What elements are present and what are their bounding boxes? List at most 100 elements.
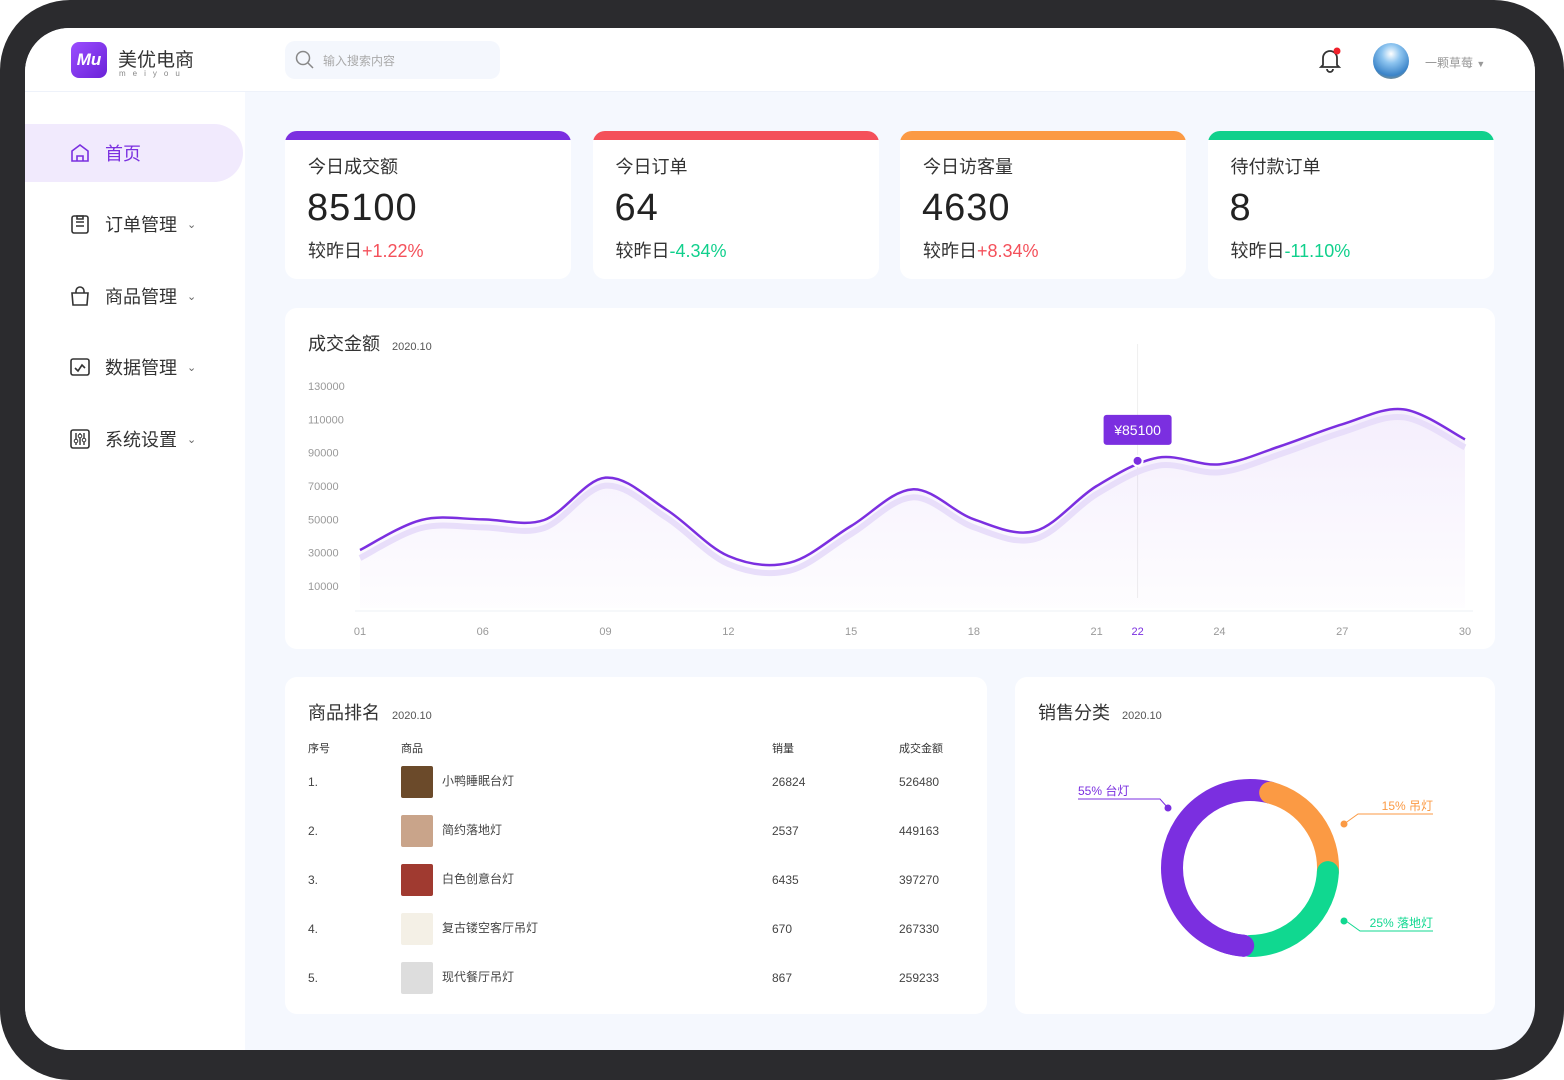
label-leader-line	[1343, 813, 1433, 825]
product-cell: 现代餐厅吊灯	[401, 953, 772, 1002]
sidebar-item-label: 订单管理	[105, 215, 177, 235]
sidebar: 首页 订单管理 ⌄ 商品管理 ⌄ 数据管理 ⌄ 系统设置 ⌄	[25, 92, 245, 1050]
sliders-icon	[70, 429, 90, 449]
table-row[interactable]: 5. 现代餐厅吊灯 867 259233	[308, 953, 943, 1002]
panel-date: 2020.10	[1122, 710, 1162, 722]
stat-accent-bar	[592, 131, 879, 140]
y-tick-label: 30000	[308, 548, 339, 560]
user-name: 一颗草莓	[1425, 56, 1474, 70]
compare-label: 较昨日	[615, 241, 670, 261]
tooltip-value: ¥85100	[1113, 422, 1161, 438]
sidebar-item-home[interactable]: 首页	[25, 124, 243, 182]
product-cell: 复古镂空客厅吊灯	[401, 904, 772, 953]
product-name: 小鸭睡眠台灯	[442, 773, 515, 788]
label-leader-line	[1345, 920, 1433, 932]
highlight-point	[1131, 454, 1144, 467]
stat-value: 85100	[307, 187, 418, 229]
sales-count: 6435	[772, 872, 799, 887]
y-tick-label: 10000	[308, 581, 339, 593]
stat-value: 4630	[922, 187, 1011, 229]
sidebar-item-data[interactable]: 数据管理 ⌄	[25, 338, 243, 396]
product-name: 现代餐厅吊灯	[442, 969, 515, 984]
y-tick-label: 90000	[308, 448, 339, 460]
sales-amount: 397270	[899, 872, 940, 887]
donut-slice	[1259, 781, 1339, 884]
y-tick-label: 70000	[308, 481, 339, 493]
rank: 2.	[308, 823, 319, 838]
x-tick-label: 12	[722, 626, 734, 638]
chevron-down-icon: ⌄	[187, 361, 197, 374]
donut-slice	[1239, 861, 1339, 957]
slice-label: 25% 落地灯	[1370, 916, 1433, 930]
sales-count: 26824	[772, 774, 806, 789]
sales-line-chart: 成交金额 2020.10 130000 110000 90000 70000 50000 3…	[285, 308, 1495, 649]
sales-amount: 526480	[899, 774, 940, 789]
sales-amount: 259233	[899, 970, 940, 985]
stat-card[interactable]: 今日成交额 85100 较昨日+1.22%	[285, 131, 571, 279]
ranking-table: 序号 商品 销量 成交金额 1. 小鸭睡眠台灯 26824 526480 2. 简…	[308, 739, 943, 1002]
bag-icon	[71, 286, 89, 306]
stat-change: -11.10%	[1284, 241, 1351, 261]
logo: Mu	[71, 42, 107, 78]
stat-accent-bar	[900, 131, 1186, 140]
stat-card[interactable]: 今日订单 64 较昨日-4.34%	[592, 131, 879, 279]
rank: 1.	[308, 774, 319, 789]
sidebar-item-settings[interactable]: 系统设置 ⌄	[25, 410, 243, 468]
x-tick-label: 01	[354, 626, 366, 638]
user-menu[interactable]: 一颗草莓 ▼	[1425, 54, 1485, 71]
product-thumbnail	[401, 961, 433, 994]
slice-label: 15% 吊灯	[1382, 799, 1433, 813]
slice-label: 55% 台灯	[1078, 783, 1129, 798]
y-tick-label: 110000	[308, 414, 344, 426]
chart-icon	[70, 358, 90, 376]
stat-change: -4.34%	[669, 241, 727, 261]
tooltip	[1103, 414, 1172, 445]
x-tick-label: 06	[477, 626, 489, 638]
stat-compare: 较昨日+8.34%	[923, 237, 1039, 263]
x-tick-label: 30	[1459, 626, 1471, 638]
stat-title: 待付款订单	[1230, 157, 1321, 177]
x-tick-label: 24	[1213, 626, 1225, 638]
stat-card[interactable]: 今日访客量 4630 较昨日+8.34%	[900, 131, 1186, 279]
sidebar-item-orders[interactable]: 订单管理 ⌄	[25, 195, 243, 253]
rank: 4.	[308, 921, 319, 936]
line-chart-canvas[interactable]: 130000 110000 90000 70000 50000 30000 10000 01 0…	[285, 308, 1495, 649]
x-tick-label: 21	[1091, 626, 1103, 638]
home-icon	[71, 144, 89, 162]
brand-subtitle: meiyou	[119, 69, 187, 78]
product-cell: 简约落地灯	[401, 806, 772, 855]
table-row[interactable]: 4. 复古镂空客厅吊灯 670 267330	[308, 904, 943, 953]
product-name: 白色创意台灯	[442, 871, 515, 886]
sales-amount: 449163	[899, 823, 940, 838]
stat-title: 今日订单	[615, 157, 688, 177]
product-thumbnail	[401, 765, 433, 798]
donut-chart: 55% 台灯 15% 吊灯 25% 落地灯	[1078, 779, 1433, 957]
screen: Mu 美优电商 meiyou 输入搜索内容 一颗草莓 ▼ 首页 订单管理 ⌄ 商品…	[25, 28, 1535, 1050]
panel-title: 商品排名	[308, 703, 380, 723]
stat-value: 8	[1229, 187, 1252, 229]
stat-accent-bar	[1207, 131, 1494, 140]
bell-icon[interactable]	[1318, 46, 1342, 74]
stat-compare: 较昨日-11.10%	[1231, 237, 1351, 263]
compare-label: 较昨日	[923, 241, 977, 261]
sales-category-panel: 销售分类 2020.10 55% 台灯 15% 吊灯 25% 落地灯	[1015, 677, 1495, 1014]
stat-card[interactable]: 待付款订单 8 较昨日-11.10%	[1207, 131, 1494, 279]
stat-change: +1.22%	[362, 241, 424, 261]
chart-date: 2020.10	[392, 341, 432, 353]
table-row[interactable]: 2. 简约落地灯 2537 449163	[308, 806, 943, 855]
label-dot	[1340, 820, 1348, 828]
brand-name: 美优电商	[118, 50, 195, 71]
product-thumbnail	[401, 863, 433, 896]
sales-amount: 267330	[899, 921, 940, 936]
area-fill	[360, 408, 1465, 608]
column-header: 商品	[401, 743, 423, 755]
table-row[interactable]: 3. 白色创意台灯 6435 397270	[308, 855, 943, 904]
avatar[interactable]	[1373, 43, 1409, 79]
x-tick-label-highlight: 22	[1131, 626, 1143, 638]
table-row[interactable]: 1. 小鸭睡眠台灯 26824 526480	[308, 757, 943, 806]
stat-compare: 较昨日+1.22%	[308, 237, 424, 263]
donut-slice-cap	[1212, 930, 1255, 957]
sidebar-item-label: 商品管理	[105, 287, 177, 307]
search-input[interactable]: 输入搜索内容	[285, 41, 500, 79]
sidebar-item-products[interactable]: 商品管理 ⌄	[25, 267, 243, 325]
